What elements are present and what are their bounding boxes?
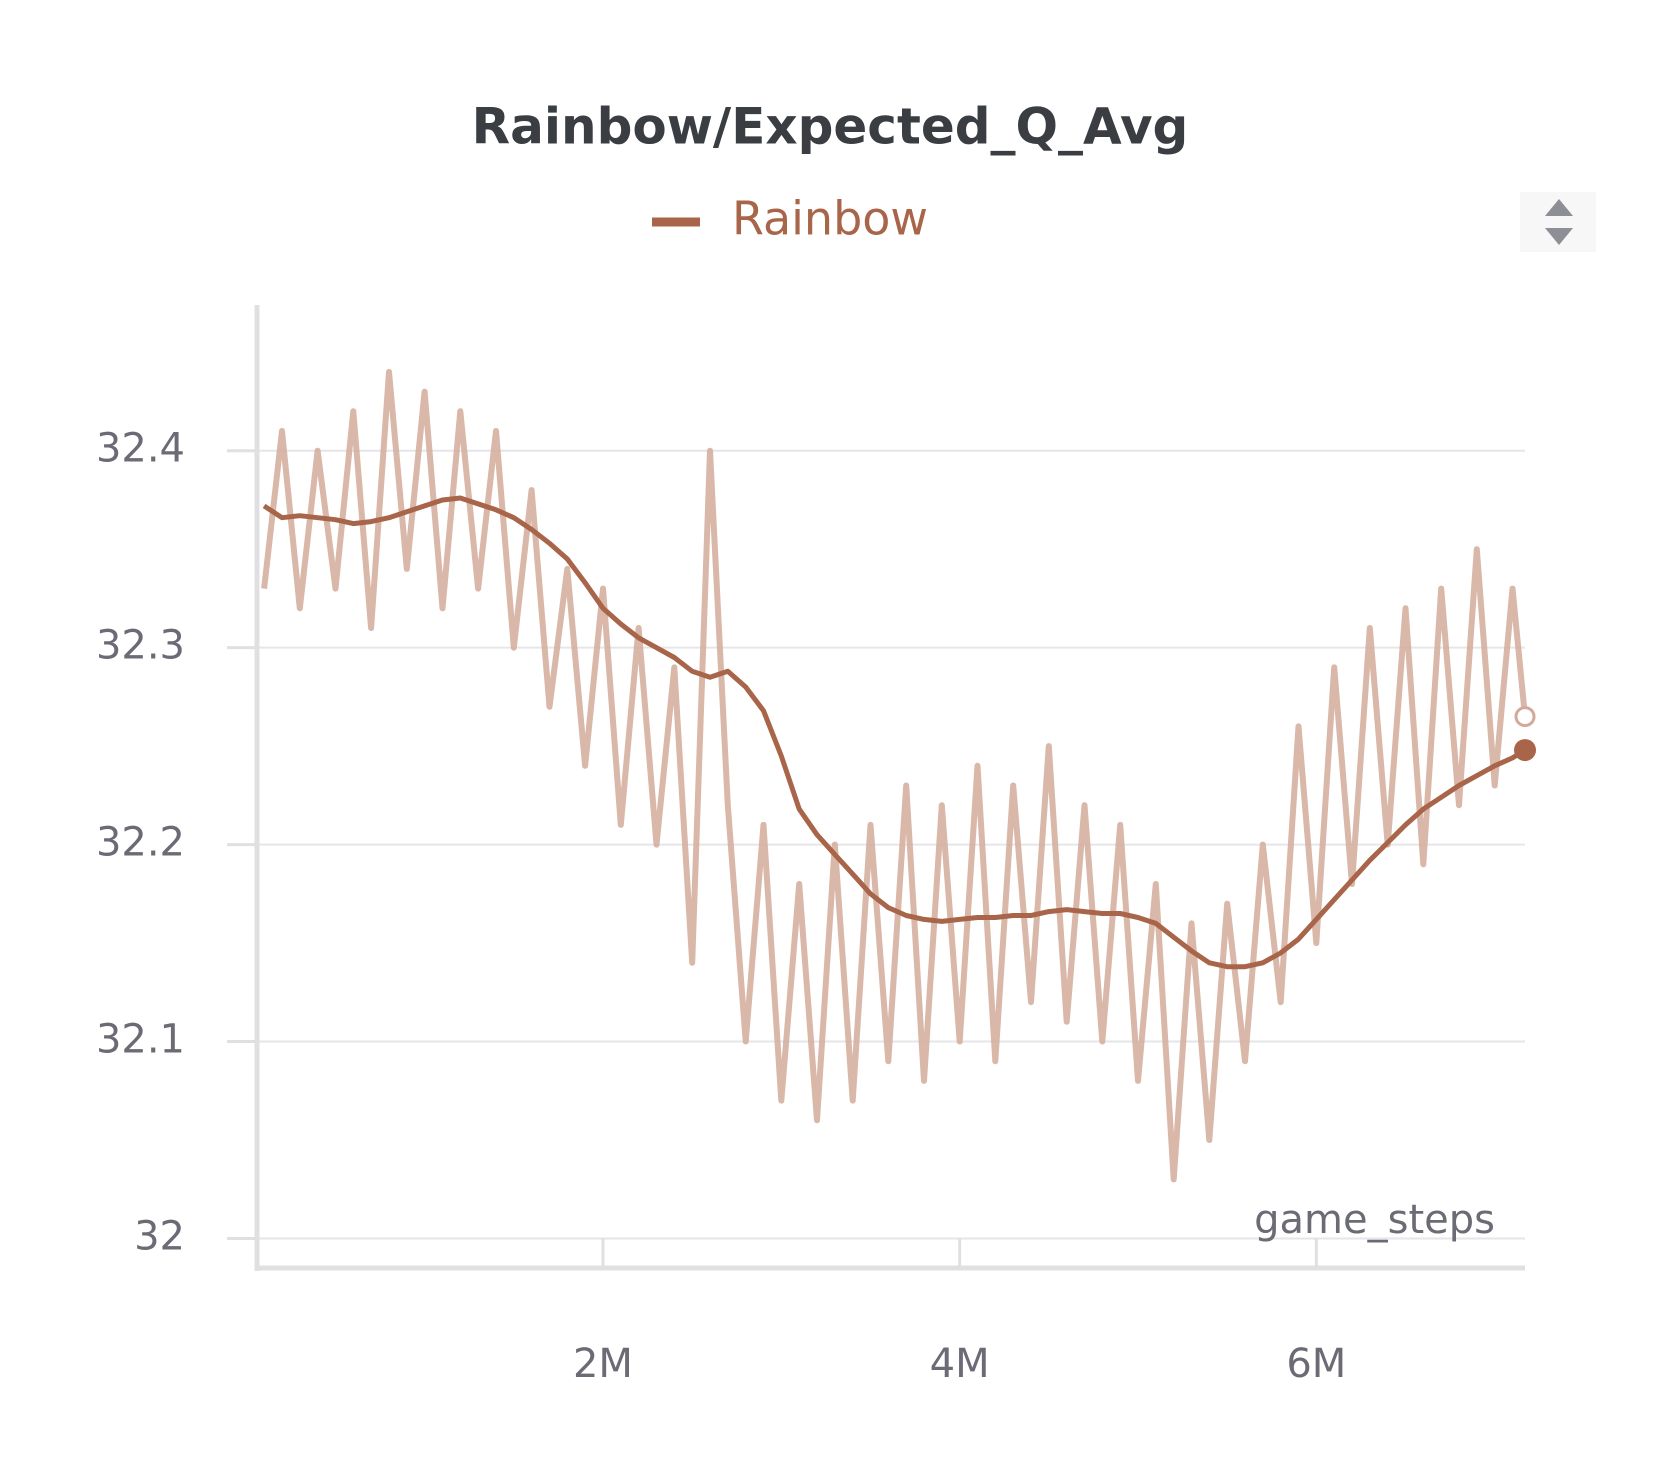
series-line [262,495,1527,970]
scroll-control[interactable] [1520,192,1596,252]
raw-line [261,369,1528,1183]
x-tick-label: 4M [930,1341,990,1387]
arrow-down[interactable] [1545,228,1573,245]
raw-end-point [1514,706,1536,728]
arrow-up[interactable] [1545,199,1573,216]
x-tick-label: 6M [1286,1341,1346,1387]
end-point [1514,739,1536,762]
y-tick-label: 32.1 [96,1017,185,1063]
legend-label: Rainbow [732,192,928,246]
x-tick-label: 2M [573,1341,633,1387]
y-tick-label: 32.4 [96,426,185,472]
x-axis-label: game_steps [1254,1197,1495,1243]
y-tick-label: 32.2 [96,820,185,866]
y-tick-label: 32.3 [96,623,185,669]
y-tick-label: 32 [134,1213,185,1259]
chart-title: Rainbow/Expected_Q_Avg [472,98,1189,156]
